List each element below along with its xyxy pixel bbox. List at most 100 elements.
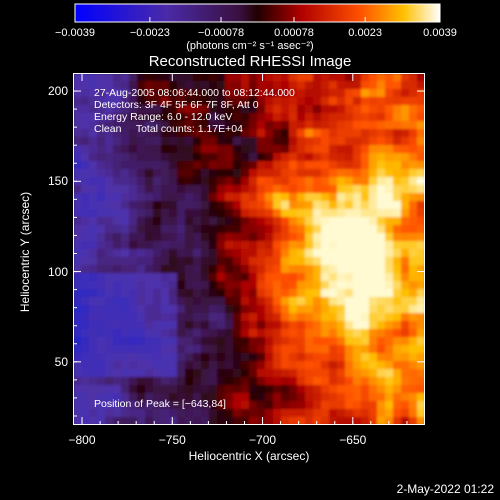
heatmap-cell: [417, 385, 425, 394]
heatmap-cell: [329, 361, 338, 370]
heatmap-cell: [345, 97, 354, 106]
heatmap-cell: [89, 377, 98, 386]
heatmap-cell: [401, 345, 410, 354]
heatmap-cell: [81, 289, 90, 298]
heatmap-cell: [281, 249, 290, 258]
heatmap-cell: [177, 265, 186, 274]
heatmap-cell: [249, 209, 258, 218]
heatmap-cell: [281, 273, 290, 282]
heatmap-cell: [257, 161, 266, 170]
heatmap-cell: [113, 217, 122, 226]
heatmap-cell: [249, 81, 258, 90]
heatmap-cell: [401, 89, 410, 98]
heatmap-cell: [225, 305, 234, 314]
heatmap-cell: [225, 105, 234, 114]
heatmap-cell: [169, 401, 178, 410]
heatmap-cell: [217, 153, 226, 162]
heatmap-cell: [177, 201, 186, 210]
heatmap-cell: [209, 137, 218, 146]
heatmap-cell: [113, 289, 122, 298]
heatmap-cell: [417, 345, 425, 354]
heatmap-cell: [321, 249, 330, 258]
heatmap-cell: [241, 137, 250, 146]
heatmap-cell: [273, 105, 282, 114]
heatmap-cell: [121, 105, 130, 114]
heatmap-cell: [305, 105, 314, 114]
heatmap-cell: [233, 393, 242, 402]
heatmap-cell: [233, 289, 242, 298]
heatmap-cell: [153, 153, 162, 162]
heatmap-cell: [81, 193, 90, 202]
heatmap-cell: [89, 73, 98, 82]
heatmap-cell: [193, 129, 202, 138]
heatmap-cell: [377, 81, 386, 90]
heatmap-cell: [369, 273, 378, 282]
heatmap-cell: [265, 369, 274, 378]
heatmap-cell: [201, 145, 210, 154]
heatmap-cell: [321, 409, 330, 418]
heatmap-cell: [281, 73, 290, 82]
heatmap-cell: [377, 161, 386, 170]
colorbar-tick-label: −0.00078: [197, 27, 245, 39]
heatmap-cell: [353, 377, 362, 386]
heatmap-cell: [249, 353, 258, 362]
heatmap-cell: [297, 201, 306, 210]
heatmap-cell: [169, 89, 178, 98]
heatmap-cell: [217, 129, 226, 138]
heatmap-cell: [137, 273, 146, 282]
heatmap-cell: [233, 377, 242, 386]
heatmap-cell: [193, 89, 202, 98]
heatmap-cell: [89, 353, 98, 362]
heatmap-cell: [369, 345, 378, 354]
heatmap-cell: [385, 201, 394, 210]
heatmap-cell: [321, 105, 330, 114]
heatmap-cell: [281, 305, 290, 314]
heatmap-cell: [417, 297, 425, 306]
heatmap-cell: [329, 241, 338, 250]
heatmap-cell: [185, 73, 194, 82]
heatmap-cell: [257, 313, 266, 322]
heatmap-cell: [409, 345, 418, 354]
heatmap-cell: [201, 105, 210, 114]
heatmap-cell: [377, 201, 386, 210]
heatmap-cell: [241, 257, 250, 266]
heatmap-cell: [233, 89, 242, 98]
heatmap-cell: [137, 377, 146, 386]
heatmap-cell: [281, 297, 290, 306]
heatmap-cell: [281, 233, 290, 242]
heatmap-cell: [89, 257, 98, 266]
heatmap-cell: [73, 417, 82, 425]
heatmap-cell: [265, 393, 274, 402]
heatmap-cell: [257, 113, 266, 122]
heatmap-cell: [337, 249, 346, 258]
heatmap-cell: [409, 417, 418, 425]
heatmap-cell: [137, 201, 146, 210]
heatmap-cell: [209, 337, 218, 346]
heatmap-cell: [345, 273, 354, 282]
heatmap-cell: [361, 265, 370, 274]
heatmap-cell: [121, 385, 130, 394]
heatmap-cell: [153, 241, 162, 250]
heatmap-cell: [369, 297, 378, 306]
heatmap-cell: [249, 193, 258, 202]
heatmap-cell: [305, 401, 314, 410]
heatmap-cell: [353, 337, 362, 346]
heatmap-cell: [337, 345, 346, 354]
heatmap-cell: [417, 81, 425, 90]
heatmap-cell: [145, 353, 154, 362]
heatmap-cell: [129, 89, 138, 98]
heatmap-cell: [353, 265, 362, 274]
heatmap-cell: [113, 201, 122, 210]
heatmap-cell: [377, 353, 386, 362]
heatmap-cell: [377, 185, 386, 194]
heatmap-cell: [289, 129, 298, 138]
heatmap-cell: [289, 185, 298, 194]
heatmap-cell: [249, 417, 258, 425]
heatmap-cell: [193, 329, 202, 338]
heatmap-cell: [217, 193, 226, 202]
heatmap-cell: [241, 217, 250, 226]
heatmap-cell: [177, 73, 186, 82]
heatmap-cell: [377, 169, 386, 178]
heatmap-cell: [337, 385, 346, 394]
heatmap-cell: [209, 209, 218, 218]
